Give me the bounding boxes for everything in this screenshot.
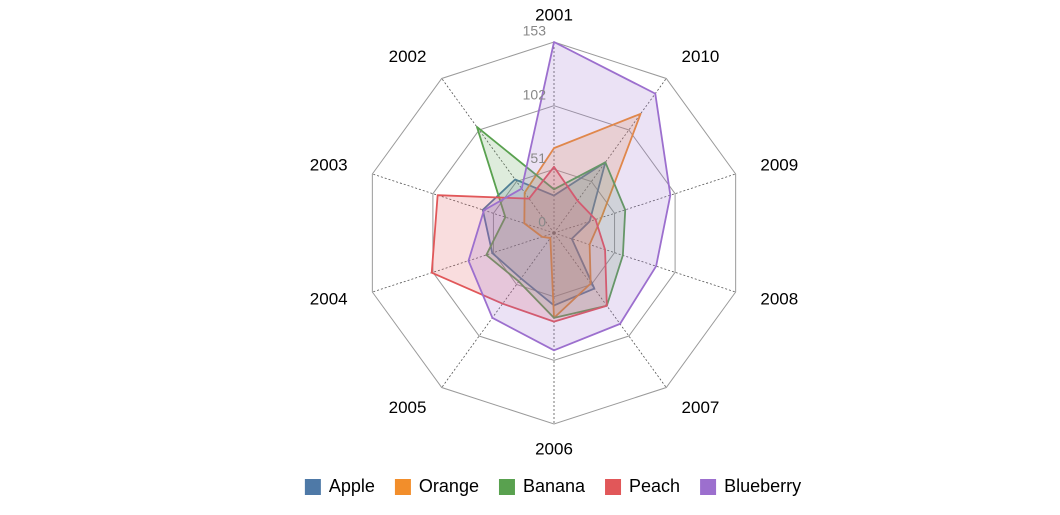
legend-label: Blueberry [724, 476, 801, 496]
legend-swatch [605, 479, 622, 495]
category-label: 2010 [682, 47, 720, 66]
category-label: 2004 [310, 290, 348, 309]
series-blueberry-area [467, 41, 672, 352]
grid-ring [371, 41, 737, 425]
tick-label: 102 [523, 86, 547, 102]
category-label: 2008 [760, 290, 798, 309]
grid-ring [432, 105, 676, 361]
legend-item-apple[interactable]: Apple [304, 476, 375, 496]
legend-label: Orange [419, 476, 479, 496]
legend-swatch [498, 479, 515, 495]
legend-item-banana[interactable]: Banana [498, 476, 586, 496]
legend-item-blueberry[interactable]: Blueberry [700, 476, 801, 496]
radial-tick-labels: 0 51 102 153 [523, 23, 547, 230]
category-label: 2006 [535, 439, 573, 458]
radar-series-group [430, 41, 672, 352]
series-banana-area [476, 126, 627, 319]
legend: Apple Orange Banana Peach Blueberry [304, 476, 801, 496]
legend-item-peach[interactable]: Peach [605, 476, 680, 496]
legend-swatch [304, 479, 321, 495]
category-label: 2002 [389, 47, 427, 66]
legend-label: Banana [523, 476, 586, 496]
legend-label: Apple [329, 476, 375, 496]
category-labels: 2001 2010 2009 2008 2007 2006 2005 2004 2003 2002 [310, 5, 798, 458]
legend-item-orange[interactable]: Orange [394, 476, 479, 496]
tick-label: 153 [523, 23, 547, 39]
category-label: 2005 [389, 398, 427, 417]
category-label: 2001 [535, 5, 573, 24]
category-label: 2007 [682, 398, 720, 417]
tick-label: 51 [530, 150, 546, 166]
tick-label: 0 [538, 214, 546, 230]
category-label: 2003 [310, 155, 348, 174]
legend-swatch [394, 479, 411, 495]
series-peach-area [430, 165, 608, 323]
category-label: 2009 [760, 155, 798, 174]
legend-label: Peach [629, 476, 680, 496]
legend-swatch [700, 479, 717, 495]
